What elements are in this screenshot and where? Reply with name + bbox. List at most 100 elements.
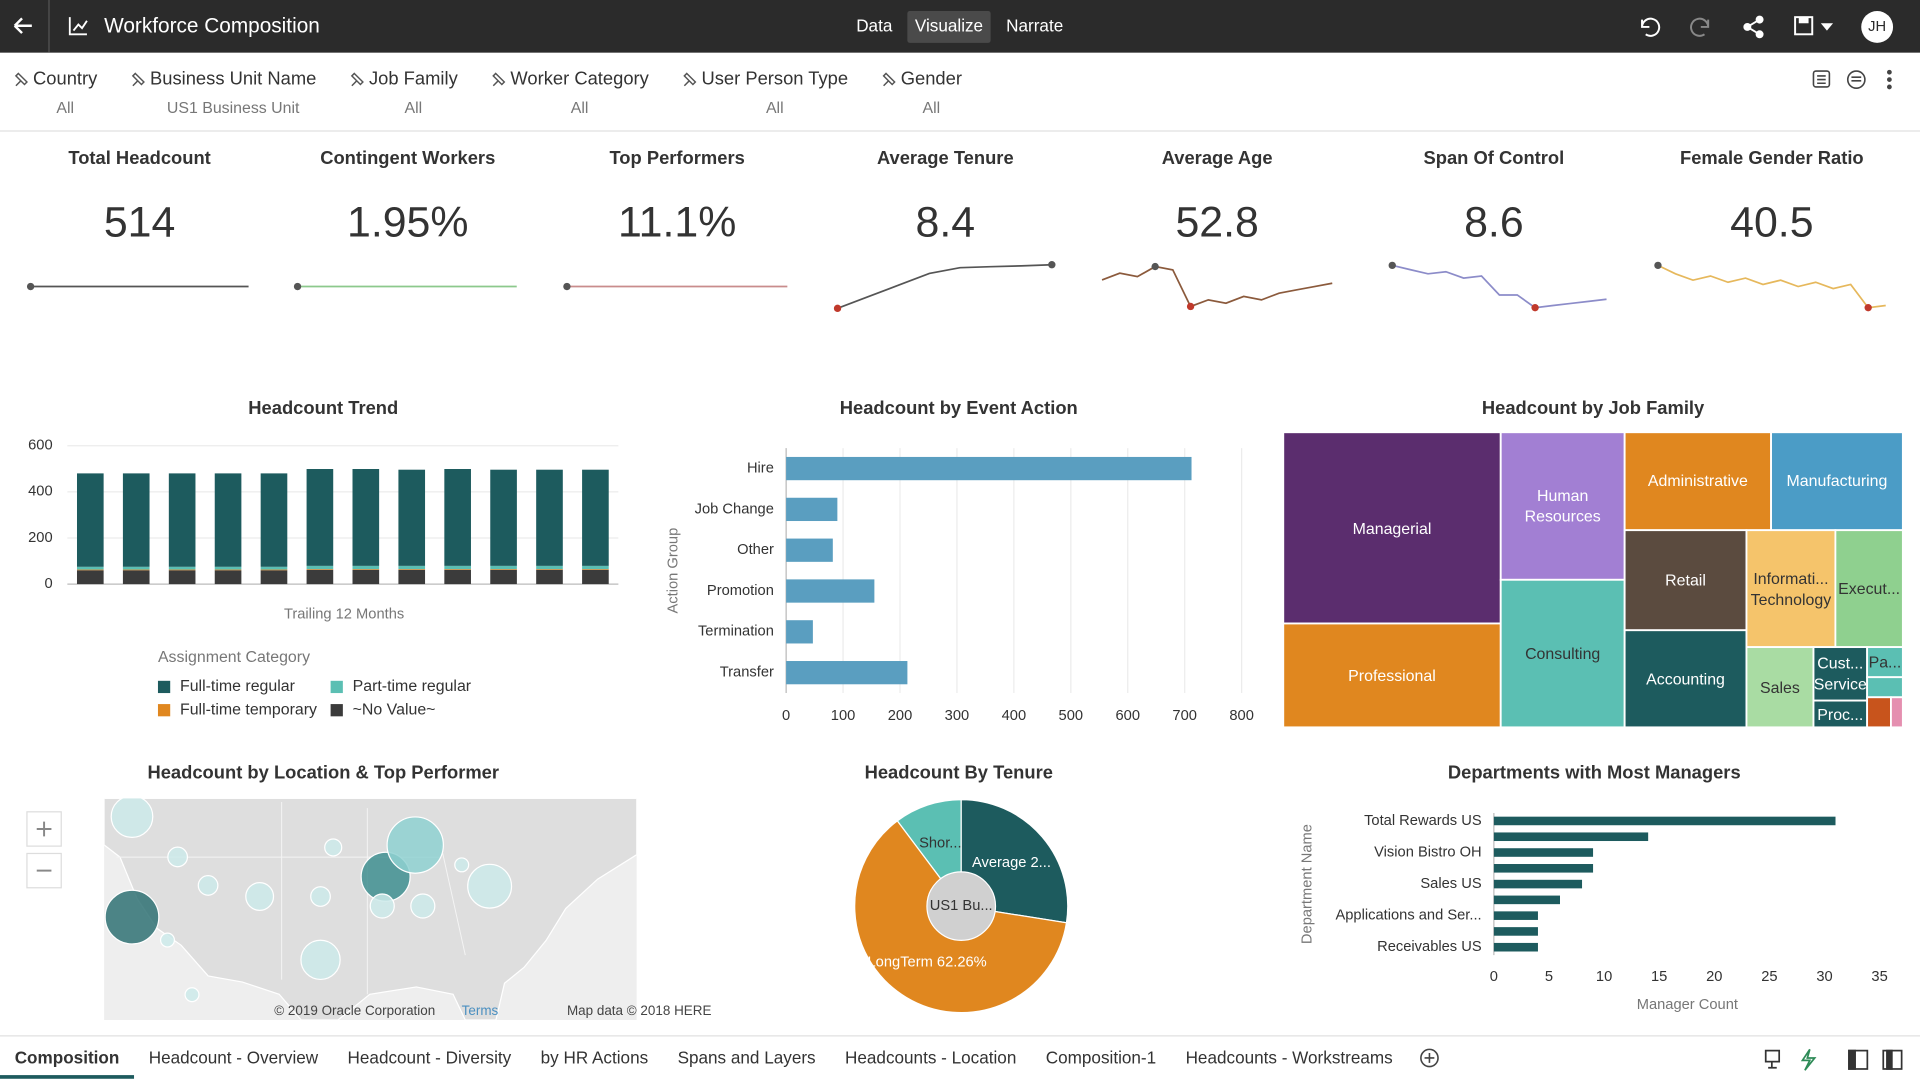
map-bubble[interactable] (310, 886, 331, 907)
footer-icons[interactable] (1764, 1048, 1903, 1071)
filter-pin (131, 72, 145, 87)
sheet-tab[interactable]: Composition (15, 1048, 120, 1068)
map-bubble[interactable] (104, 889, 160, 945)
map-bubble[interactable] (467, 863, 513, 909)
map-bubble[interactable] (110, 796, 154, 838)
filter-value[interactable]: All (405, 100, 423, 117)
sheet-tab[interactable]: Headcounts - Workstreams (1186, 1048, 1393, 1068)
map-bubble[interactable] (159, 932, 176, 948)
filter-value[interactable]: All (571, 100, 589, 117)
treemap-label-box: Cust... Service (1814, 654, 1867, 693)
sheet-tab[interactable]: Spans and Layers (678, 1048, 816, 1068)
kpi-title: Average Tenure (877, 147, 1014, 168)
treemap-tile[interactable] (1866, 696, 1892, 729)
map-bubble[interactable] (245, 882, 275, 911)
undo-button[interactable] (1641, 17, 1661, 37)
map-bubble[interactable] (197, 875, 219, 896)
map-bubble[interactable] (454, 857, 470, 873)
bar[interactable] (1493, 816, 1836, 826)
treemap-tile[interactable] (1745, 529, 1837, 649)
filter-name[interactable]: Worker Category (510, 67, 649, 88)
treemap-tile[interactable] (1282, 622, 1502, 729)
mode-tab[interactable]: Visualize (915, 15, 983, 35)
sheet-tab[interactable]: by HR Actions (541, 1048, 649, 1068)
filter-value[interactable]: All (923, 100, 941, 117)
treemap-label: Human Resources (1524, 486, 1601, 526)
bar[interactable] (786, 456, 1192, 481)
map-bubble[interactable] (300, 939, 341, 981)
filter-name[interactable]: Business Unit Name (150, 67, 316, 88)
pie-center-label: US1 Bu... (930, 898, 993, 914)
sheet-tab[interactable]: Headcounts - Location (845, 1048, 1016, 1068)
back-button[interactable] (13, 17, 32, 34)
x-tick-label: 800 (1229, 708, 1254, 724)
treemap-tile[interactable] (1866, 646, 1904, 679)
filter-pin (683, 72, 697, 87)
filter-name[interactable]: User Person Type (701, 67, 848, 88)
map-bubble[interactable] (410, 893, 436, 919)
map-bubble[interactable] (167, 846, 189, 868)
treemap-tile[interactable] (1282, 431, 1502, 625)
map-bubble[interactable] (184, 987, 200, 1003)
save-button[interactable] (1794, 16, 1834, 36)
treemap-label-box: Execut... (1838, 579, 1900, 597)
sheet-tab[interactable]: Headcount - Overview (149, 1048, 319, 1068)
map-bubble[interactable] (369, 893, 395, 919)
bar-segment (306, 565, 334, 570)
bar[interactable] (1493, 832, 1649, 842)
bar[interactable] (1493, 864, 1594, 873)
kpi-title: Female Gender Ratio (1680, 147, 1864, 168)
bar[interactable] (786, 661, 908, 685)
sheet-tab[interactable]: Headcount - Diversity (348, 1048, 512, 1068)
add-tab[interactable] (1420, 1048, 1439, 1068)
treemap-tile[interactable] (1866, 676, 1904, 699)
bar[interactable] (786, 497, 838, 522)
filter-value[interactable]: All (766, 100, 784, 117)
bar[interactable] (786, 538, 833, 562)
map-bubble[interactable] (324, 838, 343, 857)
filter-name[interactable]: Gender (901, 67, 962, 88)
treemap-tile[interactable] (1623, 529, 1748, 632)
filter-name[interactable]: Job Family (369, 67, 459, 88)
bar[interactable] (1493, 848, 1594, 857)
legend-swatch (330, 680, 343, 694)
bar-segment (582, 565, 609, 570)
filter-value[interactable]: US1 Business Unit (167, 100, 300, 117)
chart-title: Headcount by Location & Top Performer (147, 762, 499, 783)
bar[interactable] (786, 579, 875, 603)
sheet-tab[interactable]: Composition-1 (1046, 1048, 1156, 1068)
legend-label[interactable]: Full-time regular (180, 678, 296, 695)
bar[interactable] (1493, 942, 1538, 952)
map[interactable] (104, 796, 637, 1020)
treemap-tile[interactable] (1499, 578, 1626, 729)
treemap-tile[interactable] (1745, 646, 1815, 729)
share-button[interactable] (1743, 15, 1764, 39)
filter-value[interactable]: All (56, 100, 74, 117)
redo-button[interactable] (1690, 17, 1710, 37)
map-bubble[interactable] (386, 816, 444, 874)
zoom-controls[interactable] (26, 811, 62, 889)
treemap-tile[interactable] (1834, 529, 1904, 649)
legend-label[interactable]: ~No Value~ (353, 701, 436, 718)
treemap-tile[interactable] (1812, 699, 1869, 729)
treemap-tile[interactable] (1890, 696, 1904, 729)
bar[interactable] (1493, 879, 1583, 889)
bar[interactable] (1493, 895, 1560, 905)
filter-name[interactable]: Country (33, 67, 98, 88)
mode-tab[interactable]: Data (856, 15, 893, 35)
bar[interactable] (786, 620, 813, 644)
treemap-tile[interactable] (1812, 646, 1869, 702)
mode-tab[interactable]: Narrate (1006, 15, 1063, 35)
map-credit[interactable]: Terms (462, 1003, 499, 1018)
bar[interactable] (1493, 911, 1538, 920)
filter-bar-icons[interactable] (1812, 69, 1892, 90)
treemap-tile[interactable] (1623, 629, 1748, 729)
legend-label[interactable]: Part-time regular (353, 678, 472, 695)
map-borders (116, 802, 466, 995)
kpi-max-marker (26, 282, 35, 291)
legend-swatch (157, 704, 171, 717)
user-avatar[interactable] (1861, 11, 1894, 43)
bar[interactable] (1493, 927, 1538, 936)
bar-segment (490, 469, 517, 566)
legend-label[interactable]: Full-time temporary (180, 701, 317, 718)
